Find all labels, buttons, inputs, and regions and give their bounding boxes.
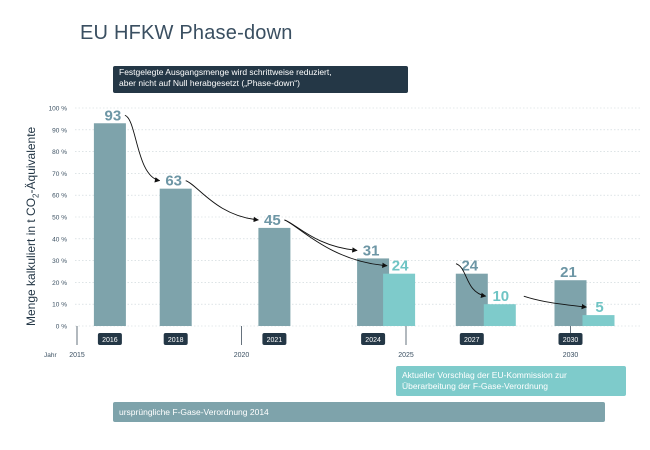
y-tick-label: 20 % [52, 280, 67, 287]
y-tick-label: 50 % [52, 215, 67, 222]
bar-original-2021 [258, 227, 291, 326]
value-label-original-2030: 21 [560, 264, 577, 281]
x-tick-label: 2020 [234, 352, 250, 359]
arrow-2025-2027 [455, 263, 487, 298]
year-badge-label-2018: 2018 [168, 337, 184, 344]
phase-down-callout-line-1: Festgelegte Ausgangsmenge wird schrittwe… [119, 67, 332, 77]
year-badge-2030 [558, 333, 583, 345]
value-label-proposal-2025: 24 [392, 258, 409, 275]
y-tick-label: 60 % [52, 193, 67, 200]
y-tick-label: 40 % [52, 236, 67, 243]
arrow-2016-2018 [124, 114, 161, 183]
phase-down-callout: Festgelegte Ausgangsmenge wird schrittwe… [113, 66, 408, 93]
year-badge-label-2030: 2030 [563, 337, 579, 344]
value-label-original-2016: 93 [105, 107, 122, 124]
y-tick-label: 30 % [52, 258, 67, 265]
chart-title: EU HFKW Phase-down [80, 22, 293, 44]
bar-original-2027 [455, 273, 488, 326]
year-badge-2018 [163, 333, 188, 345]
x-axis-label: Jahr [44, 352, 57, 359]
year-badge-label-2024: 2024 [365, 337, 381, 344]
year-badge-2021 [262, 333, 287, 345]
proposal-callout-line-2: Überarbeitung der F-Gase-Verordnung [402, 381, 548, 391]
bar-original-2018 [159, 188, 192, 326]
bar-original-2030 [554, 280, 587, 326]
phase-down-callout-line-2: aber nicht auf Null herabgesetzt („Phase… [119, 78, 300, 88]
bar-proposal-2030 [582, 315, 615, 326]
y-tick-label: 0 % [56, 324, 67, 331]
proposal-callout: Aktueller Vorschlag der EU-Kommission zu… [396, 366, 626, 396]
year-badge-label-2016: 2016 [102, 337, 118, 344]
arrow-2018-2021 [185, 180, 259, 223]
arrow-2027-2030 [523, 295, 588, 310]
bar-original-2016 [93, 123, 126, 326]
y-tick-label: 90 % [52, 127, 67, 134]
year-badge-2016 [97, 333, 122, 345]
value-label-proposal-2030: 5 [595, 299, 603, 316]
original-regulation-callout: ursprüngliche F-Gase-Verordnung 2014 [113, 402, 605, 422]
year-badge-2027 [459, 333, 484, 345]
value-label-original-2027: 24 [461, 258, 478, 275]
x-tick-label: 2030 [563, 352, 579, 359]
bar-proposal-2027 [483, 304, 516, 326]
y-tick-label: 80 % [52, 149, 67, 156]
bar-proposal-2025 [383, 273, 416, 326]
value-label-proposal-2027: 10 [492, 288, 509, 305]
y-tick-label: 10 % [52, 302, 67, 309]
value-label-original-2024: 31 [363, 242, 380, 259]
x-tick-label: 2015 [69, 352, 85, 359]
arrow-2021-2024 [284, 219, 358, 253]
y-tick-label: 100 % [49, 106, 68, 113]
x-tick-label: 2025 [398, 352, 414, 359]
arrow-2021-2025 [284, 219, 388, 269]
y-tick-label: 70 % [52, 171, 67, 178]
year-badge-2024 [361, 333, 386, 345]
year-badge-label-2027: 2027 [464, 337, 480, 344]
value-label-original-2021: 45 [264, 212, 281, 229]
year-badge-label-2021: 2021 [267, 337, 283, 344]
proposal-callout-line-1: Aktueller Vorschlag der EU-Kommission zu… [402, 370, 567, 380]
value-label-original-2018: 63 [165, 173, 182, 190]
